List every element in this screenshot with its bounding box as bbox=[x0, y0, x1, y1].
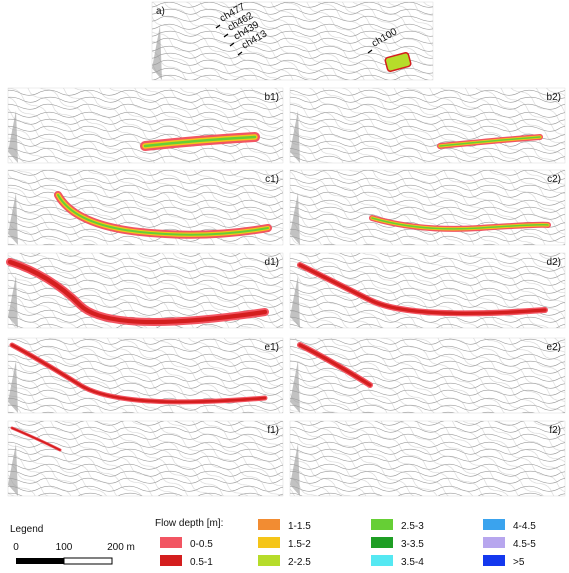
cross-section-line bbox=[223, 33, 229, 38]
scale-label: 0 bbox=[13, 542, 19, 553]
legend-label: >5 bbox=[513, 557, 525, 568]
scale-bar bbox=[16, 558, 64, 564]
legend-swatch bbox=[483, 555, 505, 566]
contours bbox=[290, 421, 565, 496]
legend-swatch bbox=[483, 537, 505, 548]
panel-label: e2) bbox=[547, 342, 561, 353]
legend-label: 1-1.5 bbox=[288, 521, 311, 532]
panel-label: b1) bbox=[265, 92, 279, 103]
legend-title: Legend bbox=[10, 524, 43, 535]
valley bbox=[8, 275, 18, 328]
legend-swatch bbox=[258, 537, 280, 548]
cross-section-line bbox=[215, 24, 221, 29]
legend-swatch bbox=[258, 555, 280, 566]
flow-core bbox=[57, 194, 269, 236]
cross-section-line bbox=[229, 42, 235, 47]
contours bbox=[290, 170, 565, 245]
legend-label: 3-3.5 bbox=[401, 539, 424, 550]
cross-section-line bbox=[367, 49, 373, 54]
panel-label: c2) bbox=[547, 174, 561, 185]
valley bbox=[8, 110, 18, 163]
contours bbox=[290, 88, 565, 163]
panel-label: c1) bbox=[265, 174, 279, 185]
flow-mid bbox=[11, 427, 61, 451]
valley bbox=[8, 360, 18, 413]
panel-label: b2) bbox=[547, 92, 561, 103]
legend-label: 4-4.5 bbox=[513, 521, 536, 532]
flow-core bbox=[371, 217, 549, 230]
legend-label: 3.5-4 bbox=[401, 557, 424, 568]
legend-swatch bbox=[258, 519, 280, 530]
valley bbox=[8, 443, 18, 496]
panel-label: e1) bbox=[265, 342, 279, 353]
flow-mid bbox=[298, 343, 372, 387]
flow-core bbox=[439, 136, 541, 147]
valley bbox=[8, 192, 18, 245]
scale-label: 200 m bbox=[107, 542, 135, 553]
contours bbox=[290, 253, 565, 328]
valley bbox=[290, 443, 300, 496]
legend-label: 0-0.5 bbox=[190, 539, 213, 550]
cross-section-line bbox=[237, 51, 243, 56]
valley bbox=[290, 192, 300, 245]
valley bbox=[290, 275, 300, 328]
panel-label: f2) bbox=[549, 425, 561, 436]
valley bbox=[290, 360, 300, 413]
flow-core bbox=[143, 135, 257, 148]
release-area bbox=[384, 52, 412, 72]
valley bbox=[152, 25, 162, 80]
legend-swatch bbox=[371, 519, 393, 530]
legend-swatch bbox=[160, 537, 182, 548]
scale-label: 100 bbox=[56, 542, 73, 553]
panel-label: a) bbox=[156, 6, 165, 17]
contours bbox=[8, 88, 283, 163]
contours bbox=[8, 421, 283, 496]
legend-label: 4.5-5 bbox=[513, 539, 536, 550]
panel-label: f1) bbox=[267, 425, 279, 436]
legend-swatch bbox=[483, 519, 505, 530]
legend-swatch bbox=[160, 555, 182, 566]
panel-label: d1) bbox=[265, 257, 279, 268]
flow-depth-title: Flow depth [m]: bbox=[155, 518, 223, 529]
scale-bar bbox=[63, 557, 113, 565]
legend-swatch bbox=[371, 555, 393, 566]
legend-label: 2.5-3 bbox=[401, 521, 424, 532]
legend-label: 2-2.5 bbox=[288, 557, 311, 568]
flow-mid bbox=[7, 259, 268, 325]
valley bbox=[290, 110, 300, 163]
contours bbox=[290, 338, 565, 413]
flow-mid bbox=[298, 263, 547, 315]
legend-swatch bbox=[371, 537, 393, 548]
legend-label: 0.5-1 bbox=[190, 557, 213, 568]
legend-label: 1.5-2 bbox=[288, 539, 311, 550]
flow-mid bbox=[10, 343, 267, 404]
panel-label: d2) bbox=[547, 257, 561, 268]
